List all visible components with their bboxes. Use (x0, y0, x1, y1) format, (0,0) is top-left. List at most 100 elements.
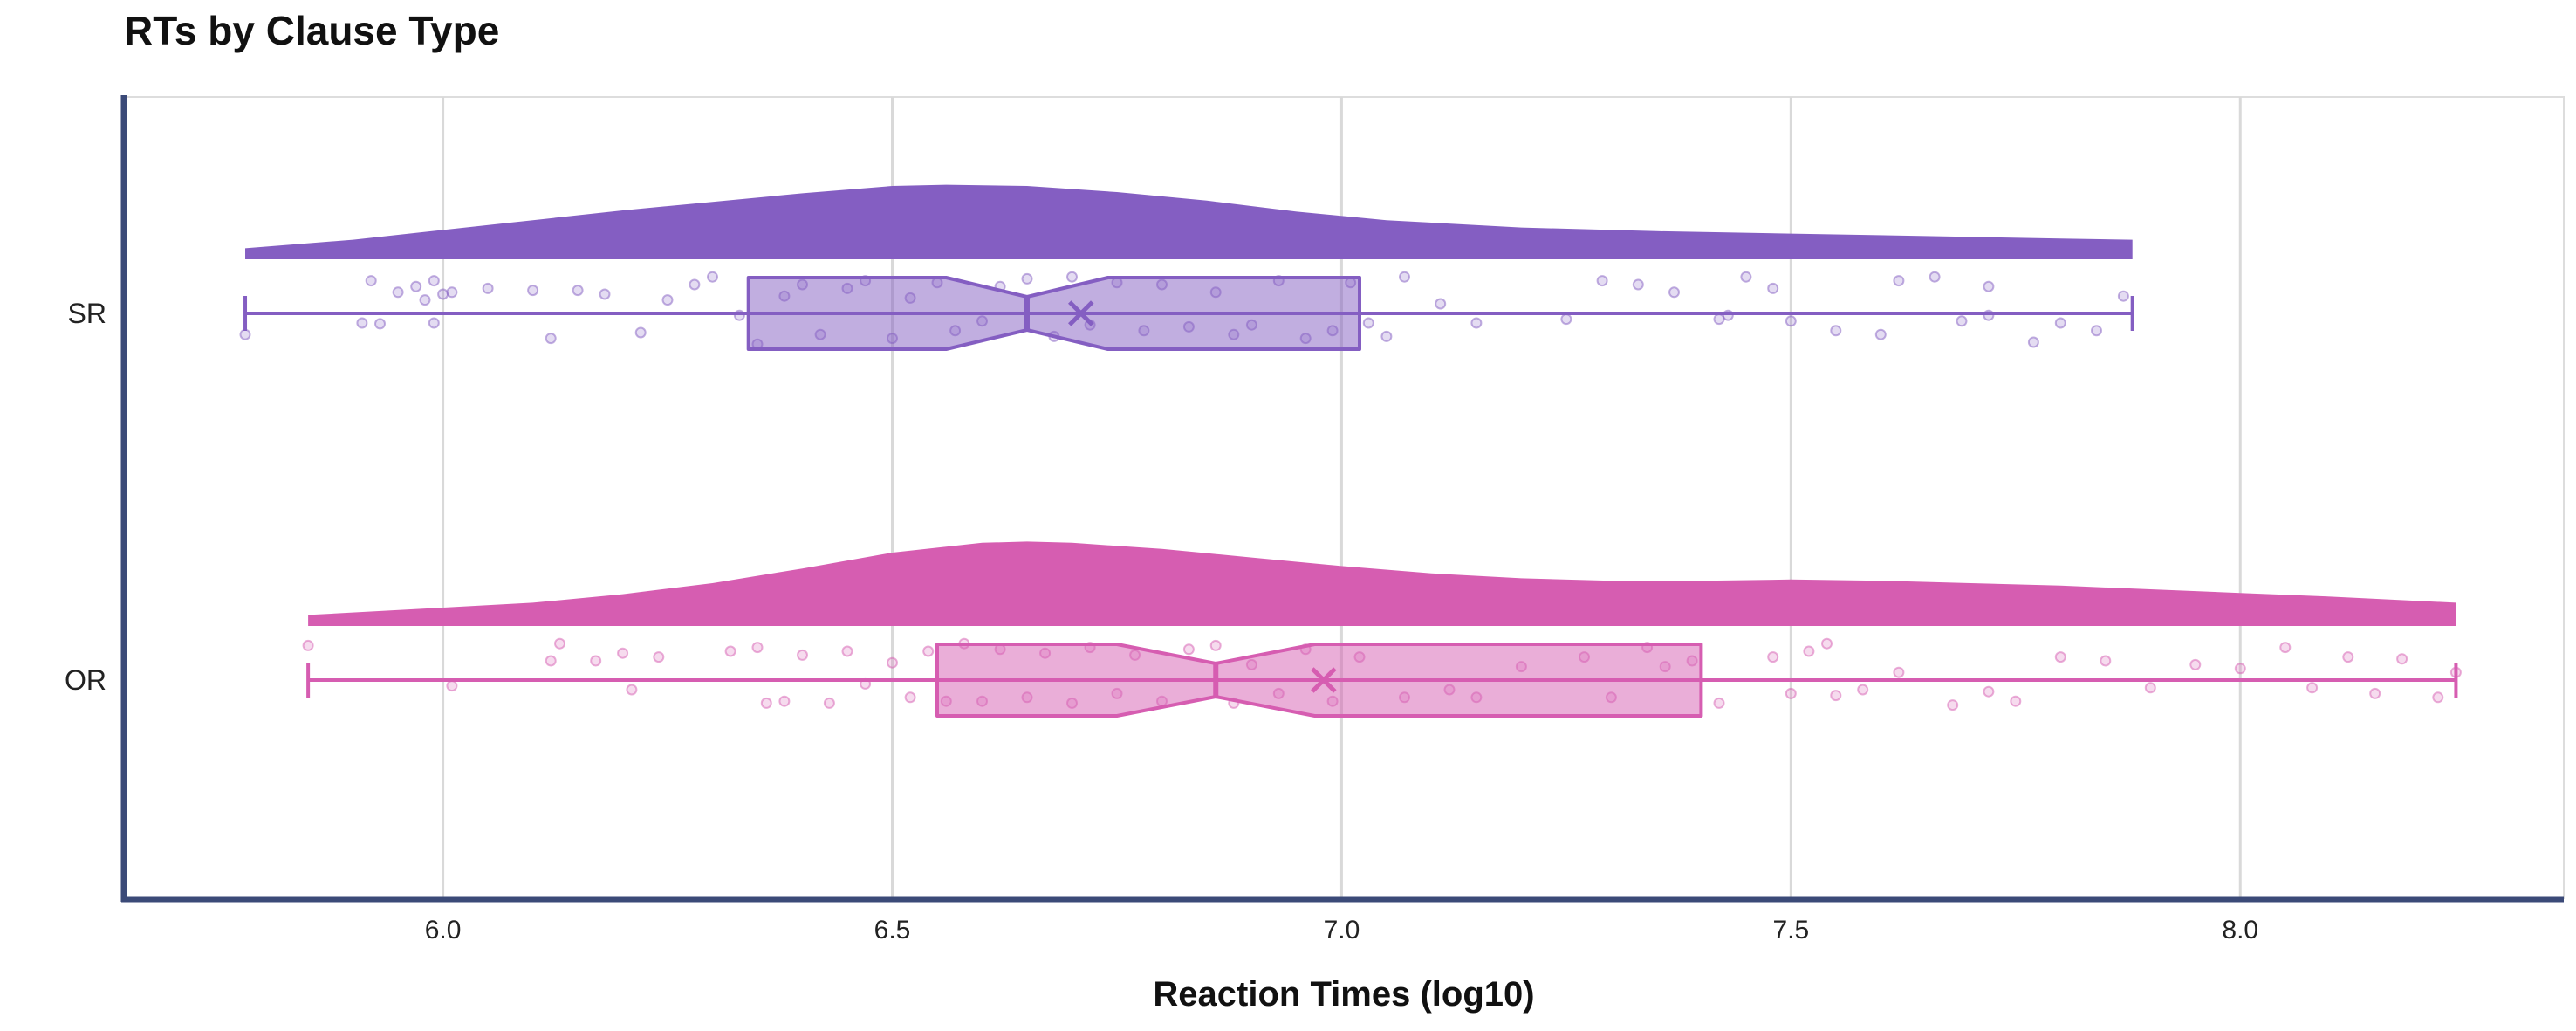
x-tick-label: 8.0 (2222, 916, 2258, 945)
data-point (1830, 690, 1842, 702)
data-point (428, 275, 440, 287)
data-point (365, 275, 377, 287)
x-axis-title: Reaction Times (log10) (1153, 975, 1534, 1014)
data-point (2144, 682, 2156, 694)
data-point (410, 280, 422, 292)
data-point (2054, 317, 2066, 329)
data-point (1021, 272, 1033, 285)
density-cloud-or (308, 541, 2456, 626)
data-point (2027, 336, 2039, 348)
data-point (1209, 639, 1222, 651)
data-point (590, 655, 602, 667)
data-point (707, 271, 718, 283)
data-point (1596, 275, 1608, 287)
mean-marker (1311, 667, 1337, 693)
data-point (1803, 645, 1815, 657)
data-point (2279, 642, 2292, 654)
data-point (2010, 695, 2022, 707)
data-point (1632, 278, 1644, 291)
data-point (1821, 637, 1833, 650)
data-point (545, 655, 557, 667)
data-point (1380, 330, 1393, 342)
data-point (823, 697, 835, 709)
data-point (2189, 658, 2202, 670)
data-point (2306, 682, 2319, 694)
data-point (527, 285, 539, 297)
data-point (2100, 655, 2112, 667)
box-or (935, 643, 1703, 718)
data-point (617, 647, 629, 659)
data-point (1785, 687, 1797, 699)
data-point (2091, 325, 2102, 337)
data-point (1740, 271, 1752, 283)
data-point (2234, 663, 2246, 675)
data-point (1956, 315, 1968, 327)
data-point (1435, 298, 1447, 310)
data-point (1767, 282, 1779, 294)
data-point (653, 651, 665, 663)
data-point (446, 286, 458, 299)
density-clouds (245, 184, 2456, 626)
data-point (626, 684, 638, 696)
data-point (446, 680, 458, 692)
data-point (599, 288, 611, 300)
data-point (887, 656, 898, 669)
data-point (2432, 691, 2444, 704)
data-point (1785, 315, 1797, 327)
data-point (1874, 328, 1887, 340)
density-cloud-sr (245, 184, 2133, 259)
data-point (239, 328, 251, 340)
data-point (1713, 697, 1725, 709)
data-point (1767, 651, 1779, 663)
data-point (356, 317, 368, 329)
data-point (904, 691, 916, 704)
data-point (554, 637, 565, 650)
data-point (634, 326, 647, 339)
data-point (392, 286, 404, 299)
x-tick-label: 6.5 (874, 916, 911, 945)
x-tick-label: 6.0 (425, 916, 462, 945)
x-tick-label: 7.5 (1772, 916, 1809, 945)
data-point (661, 294, 674, 306)
data-point (572, 285, 584, 297)
data-point (1066, 271, 1078, 283)
data-point (2117, 290, 2129, 302)
data-point (751, 642, 764, 654)
data-point (2396, 653, 2408, 665)
data-point (1893, 275, 1905, 287)
data-point (689, 278, 701, 291)
data-point (1668, 286, 1680, 299)
data-point (1399, 271, 1410, 283)
data-point (778, 695, 791, 707)
category-label-or: OR (65, 664, 106, 696)
x-tick-label: 7.0 (1324, 916, 1360, 945)
data-point (437, 288, 449, 300)
data-point (724, 645, 736, 657)
data-point (1947, 699, 1959, 711)
box-sr (746, 276, 1361, 351)
data-point (1362, 317, 1374, 329)
data-point (797, 649, 808, 661)
data-point (1857, 684, 1869, 696)
box-plots (243, 276, 2458, 718)
data-point (922, 645, 935, 657)
data-point (545, 333, 557, 345)
data-point (1929, 271, 1941, 283)
data-point (302, 639, 314, 651)
chart-title: RTs by Clause Type (124, 8, 500, 53)
data-point (1830, 325, 1842, 337)
data-point (1182, 643, 1195, 656)
data-point (1893, 666, 1905, 678)
category-label-sr: SR (68, 298, 106, 329)
data-point (841, 645, 853, 657)
data-point (1983, 685, 1995, 698)
x-ticks: 6.0 6.5 7.0 7.5 8.0 (425, 916, 2258, 945)
data-point (428, 317, 440, 329)
data-point (1560, 313, 1572, 326)
data-point (2054, 651, 2066, 663)
data-point (2342, 651, 2354, 663)
mean-marker (1068, 300, 1094, 326)
data-point (760, 697, 772, 709)
data-point (1983, 280, 1995, 292)
